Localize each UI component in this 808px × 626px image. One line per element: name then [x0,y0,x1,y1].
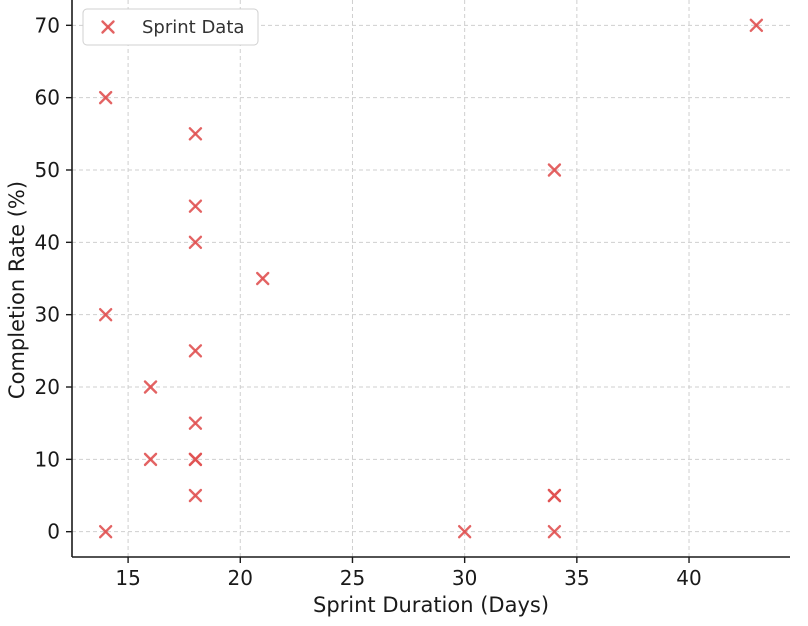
data-point [98,524,113,539]
grid-layer [72,0,790,557]
x-tick-label: 35 [564,566,589,590]
y-tick-label: 0 [47,520,60,544]
data-point [188,452,203,467]
x-tick-label: 25 [340,566,365,590]
x-tick-label: 15 [115,566,140,590]
y-tick-label: 60 [35,86,60,110]
y-tick-label: 40 [35,230,60,254]
legend-label: Sprint Data [142,17,244,38]
x-tick-label: 20 [228,566,253,590]
data-point [188,344,203,358]
data-point [256,271,270,286]
data-point [143,380,158,394]
data-point [188,416,203,430]
data-point [547,488,562,503]
legend-marker-icon [101,20,115,34]
data-point [749,18,764,33]
axes-layer [71,0,790,558]
y-tick-label: 50 [35,158,60,182]
x-tick-label: 30 [452,566,477,590]
x-axis-label: Sprint Duration (Days) [313,593,549,617]
ticks-layer: 15 20 25 30 35 40 0 10 20 30 40 50 60 70 [35,13,702,590]
data-point [547,524,562,539]
data-point [547,163,562,177]
y-axis-label: Completion Rate (%) [5,181,29,399]
data-point [188,199,203,213]
points-layer [98,18,764,539]
y-tick-label: 10 [35,447,60,471]
y-tick-label: 70 [35,13,60,37]
legend-x-marker [101,20,115,34]
data-point [98,307,113,322]
data-point [188,235,203,250]
data-point [98,90,113,105]
legend-box [82,8,259,46]
data-point [188,127,203,141]
y-tick-label: 20 [35,375,60,399]
data-point [457,524,472,539]
legend: Sprint Data [82,8,259,46]
data-point [143,452,158,467]
y-tick-label: 30 [35,303,60,327]
x-tick-label: 40 [676,566,701,590]
data-point [188,488,203,503]
